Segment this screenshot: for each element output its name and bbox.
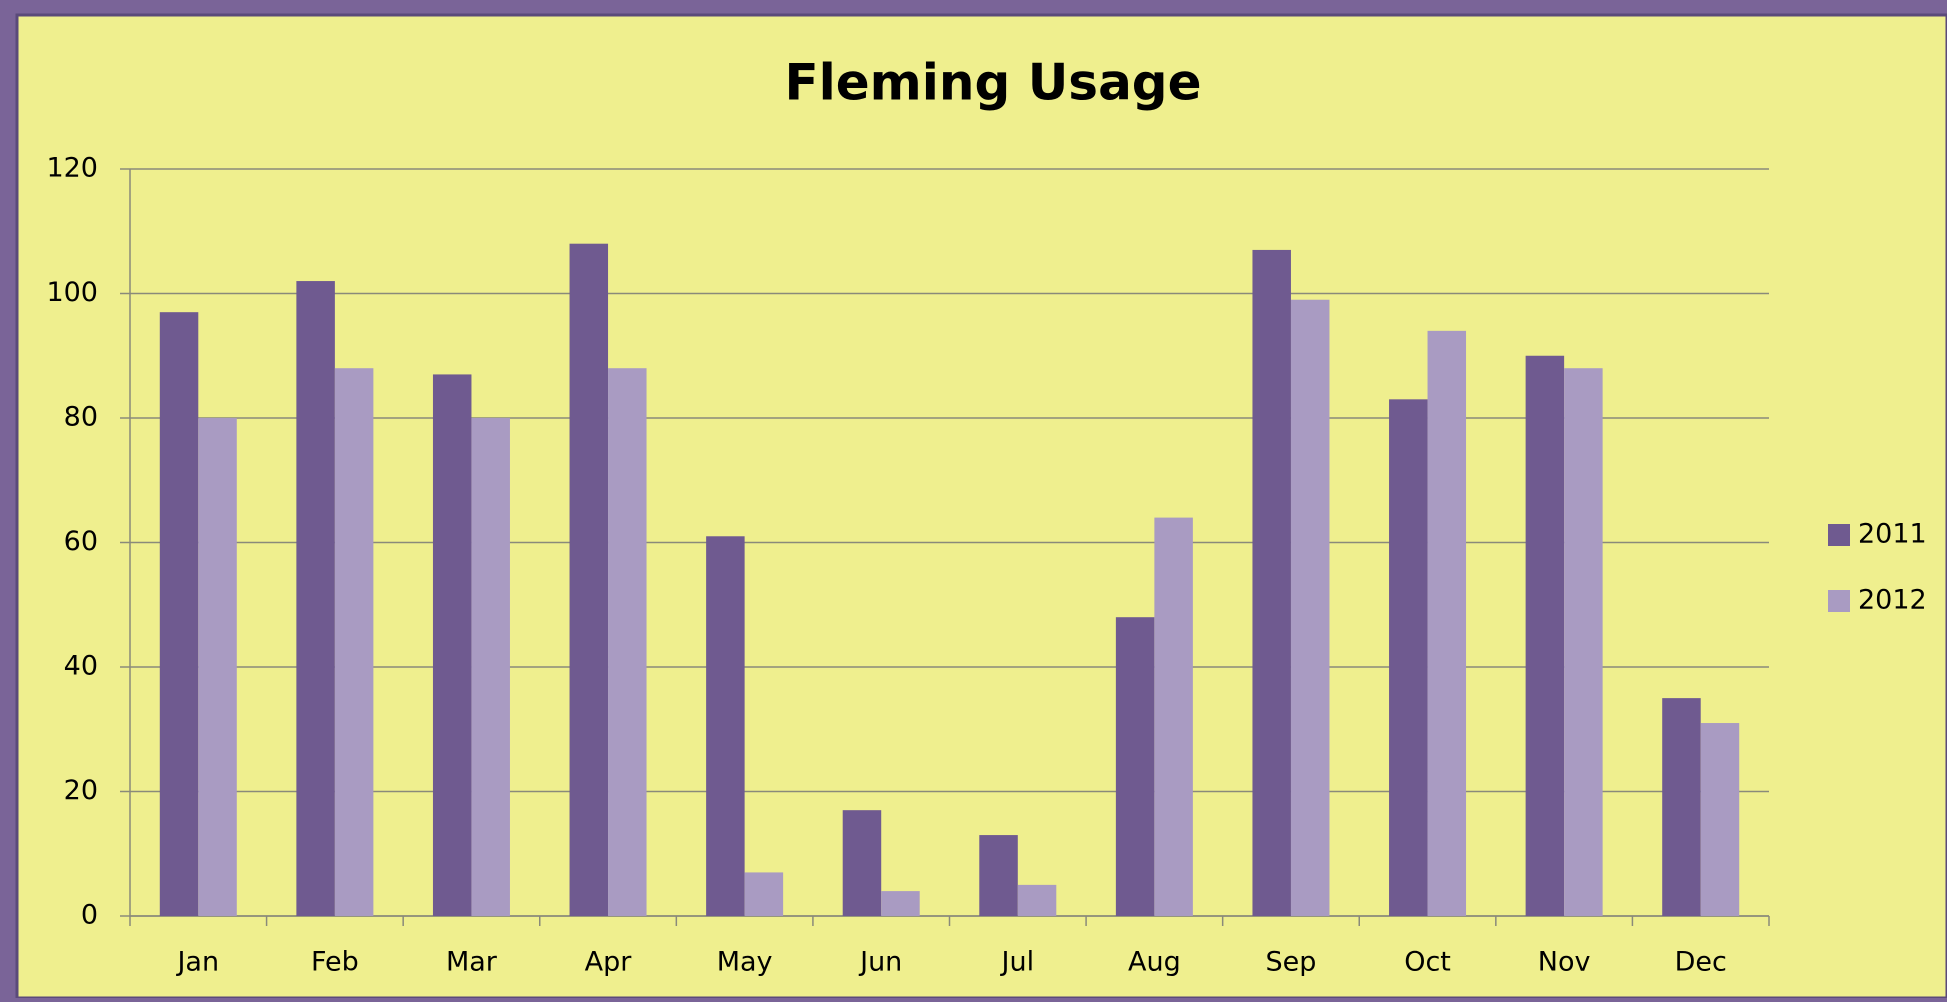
bar <box>608 368 647 916</box>
legend-label: 2012 <box>1858 585 1927 616</box>
y-tick-label: 80 <box>64 402 98 433</box>
bar <box>1525 355 1565 916</box>
bar <box>1252 249 1291 917</box>
legend-label: 2011 <box>1858 519 1927 550</box>
bar <box>1290 299 1330 917</box>
bar <box>842 810 882 916</box>
y-tick-label: 100 <box>46 277 98 308</box>
bar <box>569 243 609 916</box>
x-tick-label: Feb <box>311 947 359 978</box>
bar <box>1700 723 1740 916</box>
x-tick-label: Sep <box>1266 947 1317 978</box>
bar <box>881 891 920 916</box>
bar <box>1564 368 1603 916</box>
x-tick-label: Apr <box>585 947 633 978</box>
x-tick-label: Jun <box>858 947 902 978</box>
bar <box>296 281 335 916</box>
bar <box>1662 698 1701 916</box>
bar <box>198 418 237 916</box>
x-tick-label: Jul <box>1000 947 1035 978</box>
bar <box>432 374 472 916</box>
x-tick-label: May <box>717 947 773 978</box>
x-tick-label: Dec <box>1675 947 1727 978</box>
bar <box>1427 330 1467 917</box>
bar <box>1115 617 1155 916</box>
bar <box>1154 517 1193 916</box>
bar <box>979 835 1018 916</box>
bar <box>159 312 199 916</box>
chart-title: Fleming Usage <box>784 54 1201 112</box>
x-tick-label: Jan <box>175 947 219 978</box>
y-tick-label: 40 <box>64 651 98 682</box>
x-tick-label: Oct <box>1404 947 1451 978</box>
bar <box>334 368 374 916</box>
x-tick-label: Nov <box>1538 947 1591 978</box>
y-tick-label: 60 <box>64 526 98 557</box>
x-tick-label: Aug <box>1128 947 1181 978</box>
bar <box>706 536 745 916</box>
bar <box>1017 884 1057 916</box>
bar <box>471 418 510 916</box>
y-tick-label: 0 <box>81 900 98 931</box>
legend-swatch <box>1828 590 1850 612</box>
legend-swatch <box>1828 524 1850 546</box>
bar <box>1389 399 1428 916</box>
x-tick-label: Mar <box>446 947 498 978</box>
y-tick-label: 20 <box>64 775 98 806</box>
bar <box>744 872 784 916</box>
y-tick-label: 120 <box>46 153 98 184</box>
